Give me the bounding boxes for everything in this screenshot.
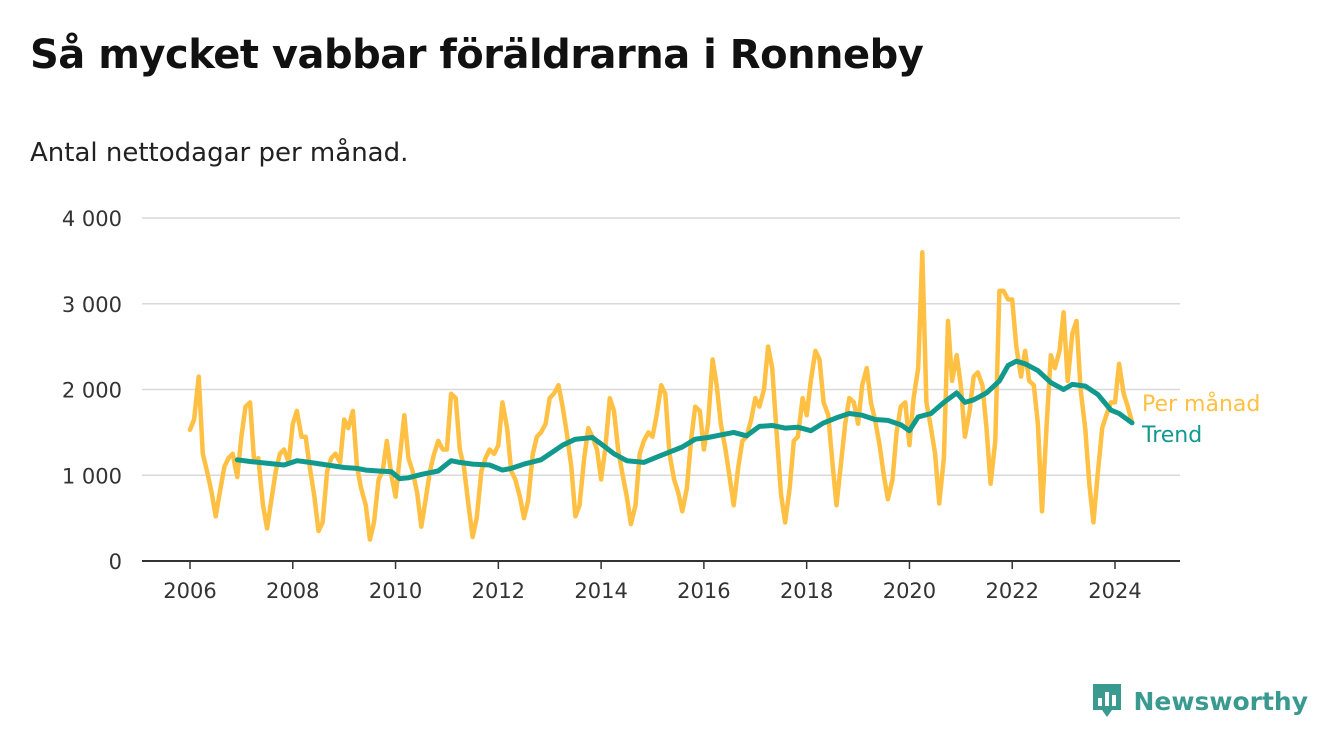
x-tick-label: 2014: [574, 579, 627, 603]
legend-label-per-manad: Per månad: [1142, 391, 1260, 417]
legend-label-trend: Trend: [1141, 423, 1202, 448]
brand-logo[interactable]: Newsworthy: [1090, 682, 1309, 720]
series-lines: [187, 250, 1135, 542]
x-tick-label: 2010: [369, 579, 422, 603]
x-tick-label: 2006: [163, 579, 216, 603]
gridlines: [142, 217, 1180, 476]
y-tick-label: 1 000: [62, 464, 122, 488]
newsworthy-logo-icon: [1092, 684, 1121, 717]
x-tick-label: 2012: [472, 579, 525, 603]
x-tick-label: 2016: [677, 579, 730, 603]
x-tick-label: 2018: [780, 579, 833, 603]
x-tick-label: 2022: [985, 579, 1038, 603]
legend: Per månad Trend: [1141, 391, 1260, 448]
brand-name: Newsworthy: [1133, 686, 1309, 716]
x-axis-ticks: 2006 2008 2010 2012 2014 2016 2018 2020 2022 2024: [163, 561, 1142, 603]
y-axis-ticks: 0 1 000 2 000 3 000 4 000: [62, 207, 122, 574]
y-tick-label: 4 000: [62, 207, 122, 231]
x-tick-label: 2020: [883, 579, 936, 603]
chart-title: Så mycket vabbar föräldrarna i Ronneby: [30, 32, 924, 78]
chart-subtitle: Antal nettodagar per månad.: [30, 138, 409, 168]
x-tick-label: 2008: [266, 579, 319, 603]
y-tick-label: 2 000: [62, 379, 122, 403]
x-tick-label: 2024: [1088, 579, 1141, 603]
series-line-per-manad: [187, 250, 1135, 542]
series-line-trend: [234, 358, 1135, 482]
y-tick-label: 3 000: [62, 293, 122, 317]
y-tick-label: 0: [109, 550, 122, 574]
